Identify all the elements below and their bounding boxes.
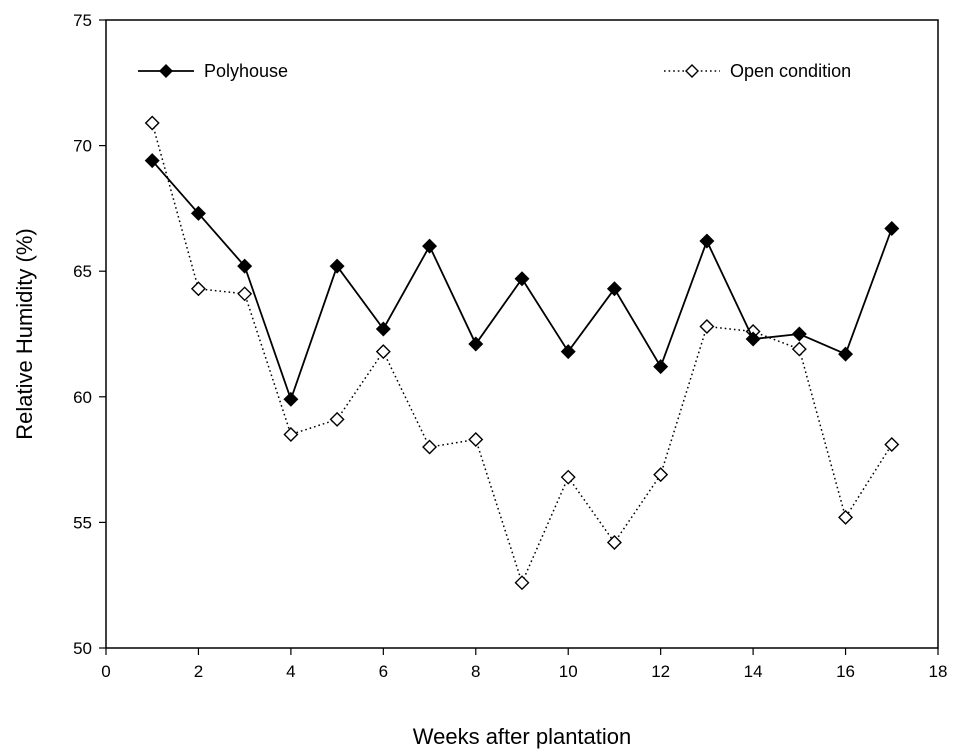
open-condition-point [606,535,622,550]
x-tick-label: 12 [651,662,670,681]
x-tick-label: 0 [101,662,110,681]
y-tick-label: 75 [73,11,92,30]
open-condition-line [151,122,893,585]
polyhouse-point [283,391,299,407]
x-tick-label: 10 [559,662,578,681]
plot-frame [105,19,939,649]
x-tick-label: 16 [836,662,855,681]
open-condition-point [468,432,484,447]
y-tick-label: 70 [73,137,92,156]
legend-polyhouse-marker [159,64,173,78]
polyhouse-point [422,238,438,254]
legend-open-condition-marker [685,64,699,78]
polyhouse-point [745,331,761,347]
y-tick-label: 60 [73,388,92,407]
polyhouse-point [560,344,576,360]
open-condition-point [699,318,715,334]
polyhouse-point [653,359,669,375]
open-condition-point [653,467,669,483]
x-tick-label: 18 [929,662,948,681]
open-condition-point [838,509,854,525]
polyhouse-point [329,258,345,274]
open-condition-point [283,426,299,442]
x-tick-label: 8 [471,662,480,681]
open-condition-point [190,281,206,297]
x-tick-label: 14 [744,662,763,681]
polyhouse-point [699,233,715,249]
open-condition-point [884,437,900,453]
y-tick-label: 65 [73,262,92,281]
open-condition-point [514,575,530,591]
open-condition-point [375,344,391,360]
open-condition-point [144,115,160,131]
open-condition-point [791,341,807,357]
polyhouse-point [838,346,854,362]
polyhouse-point [606,281,622,297]
open-condition-point [329,411,345,427]
polyhouse-point [237,258,253,274]
legend: Polyhouse Open condition [138,61,851,81]
x-tick-label: 4 [286,662,295,681]
open-condition-point [560,469,576,485]
polyhouse-point [514,271,530,287]
y-axis-title: Relative Humidity (%) [12,228,37,440]
legend-polyhouse-label: Polyhouse [204,61,288,81]
y-tick-label: 55 [73,513,92,532]
x-tick-label: 2 [194,662,203,681]
polyhouse-point [375,321,391,337]
polyhouse-point [190,205,206,221]
open-condition-point [237,286,253,302]
open-condition-point [422,439,438,455]
y-tick-label: 50 [73,639,92,658]
polyhouse-point [468,336,484,352]
x-axis-title: Weeks after plantation [413,724,632,749]
polyhouse-point [144,153,160,169]
series-layer [144,115,900,591]
legend-open-condition-label: Open condition [730,61,851,81]
x-tick-label: 6 [379,662,388,681]
polyhouse-point [791,326,807,342]
axis-ticks: 0 2 4 6 8 10 12 14 16 18 50 55 60 65 70 75 [73,11,947,681]
polyhouse-point [884,221,900,236]
